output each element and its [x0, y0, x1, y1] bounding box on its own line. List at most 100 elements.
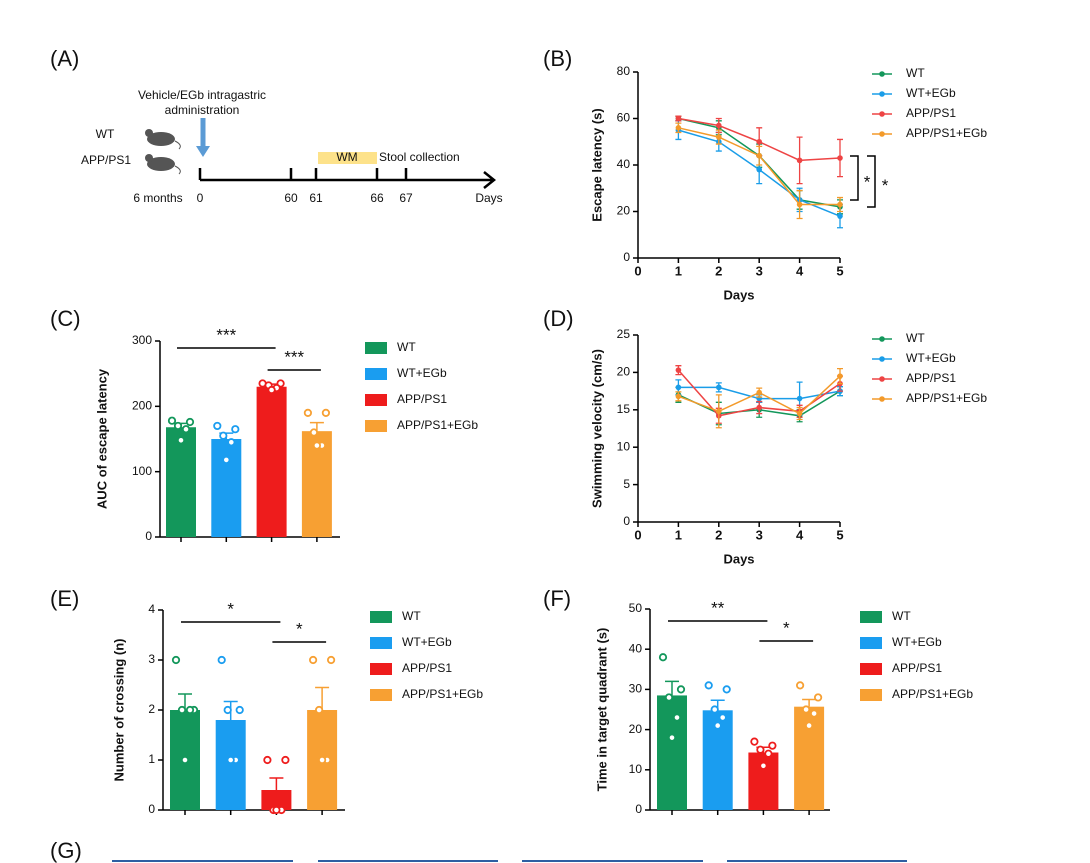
y-tick-label: 4 [148, 602, 155, 616]
legend-swatch [370, 689, 392, 701]
y-tick-label: 20 [617, 204, 631, 218]
point [675, 384, 682, 391]
time-tick-label: 60 [284, 191, 298, 205]
data-point [213, 421, 222, 431]
point [716, 134, 722, 140]
y-tick-label: 20 [617, 365, 631, 379]
data-point [676, 685, 686, 694]
legend-label: WT [906, 66, 925, 80]
point [675, 367, 682, 373]
data-point [759, 761, 768, 770]
data-point [235, 705, 244, 715]
treatment-text: administration [165, 103, 240, 117]
point [756, 166, 762, 173]
y-tick-label: 5 [623, 477, 630, 491]
point [756, 389, 762, 396]
data-point [185, 417, 195, 427]
x-tick-label: 0 [634, 527, 641, 542]
legend-marker [879, 336, 885, 342]
legend-label: APP/PS1 [892, 661, 942, 675]
legend-label: APP/PS1+EGb [906, 391, 987, 405]
point [796, 157, 803, 164]
y-tick-label: 10 [617, 439, 631, 453]
y-tick-label: 15 [617, 402, 631, 416]
x-tick-label: 2 [715, 263, 722, 278]
point [796, 201, 803, 208]
data-point [704, 681, 713, 690]
legend-label: APP/PS1 [397, 392, 447, 406]
data-point [756, 745, 765, 754]
mouse-icon [145, 129, 181, 175]
point [837, 201, 843, 208]
legend-label: WT+EGb [906, 351, 956, 365]
y-tick-label: 300 [132, 333, 152, 347]
data-point [226, 755, 235, 765]
y-axis-label: Time in target quadrant (s) [594, 628, 609, 792]
legend-label: WT+EGb [906, 86, 956, 100]
point [675, 115, 682, 122]
y-tick-label: 50 [629, 601, 643, 615]
y-tick-label: 0 [635, 802, 642, 816]
x-tick-label: 4 [796, 527, 804, 542]
data-point [795, 681, 805, 690]
y-tick-label: 10 [629, 762, 643, 776]
x-tick-label: 0 [634, 263, 641, 278]
data-point [223, 705, 232, 715]
legend-label: APP/PS1+EGb [397, 418, 478, 432]
y-tick-label: 30 [629, 682, 643, 696]
x-tick-label: 3 [756, 527, 763, 542]
significance-label: * [296, 619, 303, 638]
y-tick-label: 0 [623, 514, 630, 528]
point [837, 373, 843, 379]
point [716, 384, 722, 391]
stool-label: Stool collection [379, 150, 460, 164]
data-point [219, 431, 228, 440]
legend-label: APP/PS1 [906, 106, 956, 120]
legend-swatch [860, 611, 882, 623]
point [716, 408, 722, 415]
legend-label: WT [906, 331, 925, 345]
y-tick-label: 3 [148, 652, 155, 666]
y-tick-label: 40 [629, 641, 643, 655]
panel-label: (G) [50, 838, 82, 863]
legend-marker [879, 91, 885, 97]
legend-swatch [370, 637, 392, 649]
y-tick-label: 60 [617, 111, 631, 125]
x-tick-label: 1 [675, 263, 682, 278]
time-tick-label: 61 [309, 191, 323, 205]
data-point [809, 709, 819, 718]
data-point [321, 408, 330, 417]
y-tick-label: 200 [132, 399, 152, 413]
panel-label: (E) [50, 586, 79, 611]
data-point [750, 737, 759, 746]
x-axis-label: Days [723, 287, 754, 302]
point [716, 122, 722, 129]
data-point [317, 755, 327, 765]
point [837, 213, 843, 219]
data-point [167, 416, 177, 425]
bar [657, 695, 687, 810]
data-point [272, 805, 281, 815]
legend-swatch [365, 342, 387, 354]
y-tick-label: 80 [617, 64, 631, 78]
bar [261, 790, 292, 810]
significance-bracket [850, 155, 859, 201]
bar [256, 386, 287, 537]
data-point [176, 436, 186, 445]
significance-bracket [867, 155, 876, 208]
point [756, 138, 762, 145]
legend-label: WT+EGb [402, 635, 452, 649]
legend-label: WT [892, 609, 911, 623]
treatment-text: Vehicle/EGb intragastric [138, 88, 266, 102]
y-tick-label: 0 [145, 529, 152, 543]
y-axis-label: AUC of escape latency [94, 368, 109, 509]
x-axis-label: Days [723, 551, 754, 566]
bar [748, 752, 779, 810]
y-axis-label: Escape latency (s) [589, 108, 604, 221]
panel-label: (A) [50, 46, 79, 71]
legend-label: APP/PS1+EGb [892, 687, 973, 701]
data-point [804, 721, 814, 730]
error-bar [269, 777, 284, 790]
time-ticks [198, 168, 408, 180]
data-point [231, 425, 240, 434]
